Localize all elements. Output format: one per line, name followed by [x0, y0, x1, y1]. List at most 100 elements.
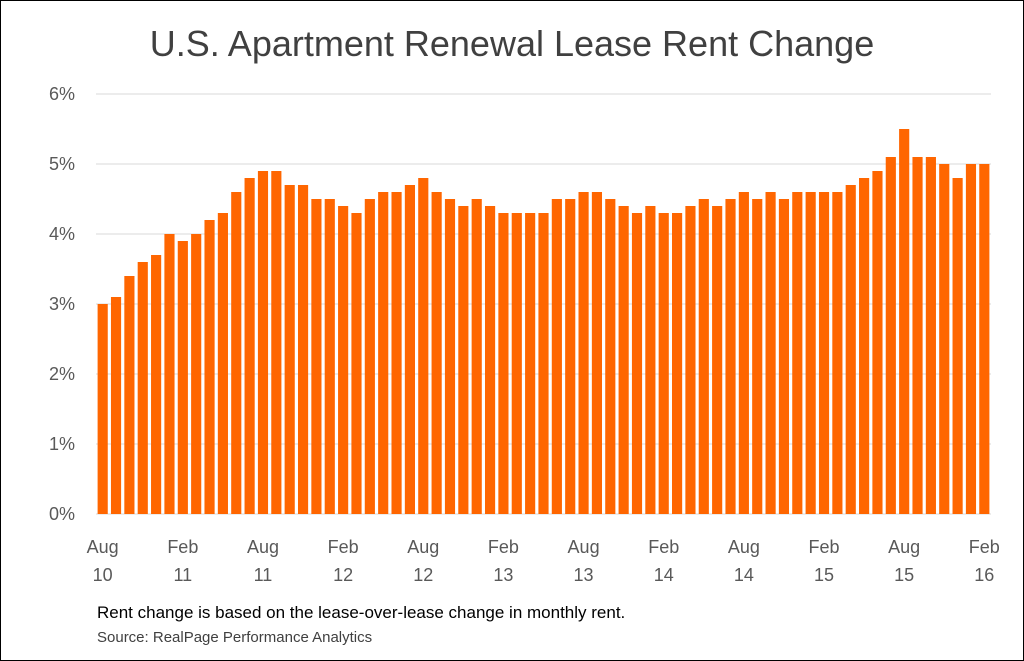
- bar: [431, 192, 442, 514]
- x-tick-label-year: 14: [734, 565, 754, 585]
- bar: [418, 178, 429, 514]
- x-tick-label-year: 16: [974, 565, 994, 585]
- bar: [164, 234, 175, 514]
- x-tick-label-month: Feb: [809, 537, 840, 557]
- bar: [404, 185, 415, 514]
- bar: [351, 213, 362, 514]
- bar: [565, 199, 576, 514]
- bar: [444, 199, 456, 514]
- bar: [297, 185, 309, 514]
- bar: [778, 199, 790, 514]
- bar: [551, 199, 562, 514]
- bar: [805, 192, 816, 514]
- bar: [845, 185, 856, 514]
- bar: [658, 213, 669, 514]
- bar: [338, 206, 349, 514]
- bar: [672, 213, 683, 514]
- chart-source: Source: RealPage Performance Analytics: [97, 629, 373, 646]
- bar: [471, 199, 482, 514]
- bar: [832, 192, 843, 514]
- x-tick-label-year: 13: [574, 565, 594, 585]
- y-tick-label: 2%: [49, 364, 75, 384]
- bar: [217, 213, 228, 514]
- x-tick-label-month: Feb: [969, 537, 1000, 557]
- bar: [631, 213, 643, 514]
- x-tick-label-month: Aug: [407, 537, 439, 557]
- x-tick-label-year: 12: [413, 565, 433, 585]
- bar: [110, 297, 122, 514]
- bar: [578, 192, 589, 514]
- x-tick-label-year: 15: [814, 565, 834, 585]
- chart-note: Rent change is based on the lease-over-l…: [97, 603, 626, 622]
- bar: [939, 164, 950, 514]
- bar: [311, 199, 322, 514]
- bar: [952, 178, 963, 514]
- x-tick-label-month: Aug: [247, 537, 279, 557]
- bar: [618, 206, 629, 514]
- bar: [765, 192, 776, 514]
- bar: [458, 206, 469, 514]
- bar: [97, 304, 108, 514]
- bar: [191, 234, 202, 514]
- bar: [271, 171, 282, 514]
- bar: [899, 129, 910, 514]
- bar: [124, 276, 135, 514]
- bar: [605, 199, 616, 514]
- bar: [498, 213, 509, 514]
- bar: [484, 206, 496, 514]
- x-tick-label-year: 11: [173, 565, 192, 585]
- bar: [685, 206, 696, 514]
- y-tick-label: 3%: [49, 294, 75, 314]
- bar: [364, 199, 375, 514]
- bar: [257, 171, 269, 514]
- bar: [925, 157, 936, 514]
- x-tick-label-year: 12: [333, 565, 353, 585]
- bar: [645, 206, 656, 514]
- y-tick-label: 1%: [49, 434, 75, 454]
- bar: [965, 164, 977, 514]
- x-tick-label-year: 10: [93, 565, 113, 585]
- bar: [244, 178, 255, 514]
- x-tick-label-year: 13: [493, 565, 513, 585]
- bar: [859, 178, 870, 514]
- x-tick-label-month: Aug: [888, 537, 920, 557]
- x-tick-label-month: Aug: [728, 537, 760, 557]
- x-tick-label-year: 11: [254, 565, 273, 585]
- bar: [872, 171, 883, 514]
- bar: [979, 164, 990, 514]
- bar: [204, 220, 215, 514]
- x-tick-label-month: Aug: [568, 537, 600, 557]
- x-tick-label-month: Feb: [648, 537, 679, 557]
- bar: [324, 199, 335, 514]
- bar: [378, 192, 389, 514]
- bar-chart: 0% 1% 2% 3% 4% 5% 6% Aug 10 Feb 11 Aug 11 Feb 12 Aug 12 F…: [49, 84, 1000, 585]
- y-tick-label: 6%: [49, 84, 75, 104]
- bar: [792, 192, 803, 514]
- bar: [511, 213, 522, 514]
- bar: [698, 199, 709, 514]
- bar: [391, 192, 402, 514]
- x-tick-label-month: Feb: [328, 537, 359, 557]
- bar: [525, 213, 536, 514]
- bar: [885, 157, 896, 514]
- bar: [231, 192, 242, 514]
- x-tick-label-month: Aug: [87, 537, 119, 557]
- bar: [151, 255, 162, 514]
- bar: [177, 241, 188, 514]
- bar: [818, 192, 830, 514]
- bar: [137, 262, 148, 514]
- bar: [591, 192, 603, 514]
- bar: [284, 185, 295, 514]
- y-tick-label: 4%: [49, 224, 75, 244]
- bar: [712, 206, 723, 514]
- bar: [725, 199, 736, 514]
- x-tick-label-year: 14: [654, 565, 674, 585]
- x-tick-label-year: 15: [894, 565, 914, 585]
- bar: [738, 192, 749, 514]
- x-tick-label-month: Feb: [488, 537, 519, 557]
- bar: [752, 199, 763, 514]
- y-tick-label: 5%: [49, 154, 75, 174]
- chart-title: U.S. Apartment Renewal Lease Rent Change: [149, 23, 875, 64]
- x-tick-label-month: Feb: [167, 537, 198, 557]
